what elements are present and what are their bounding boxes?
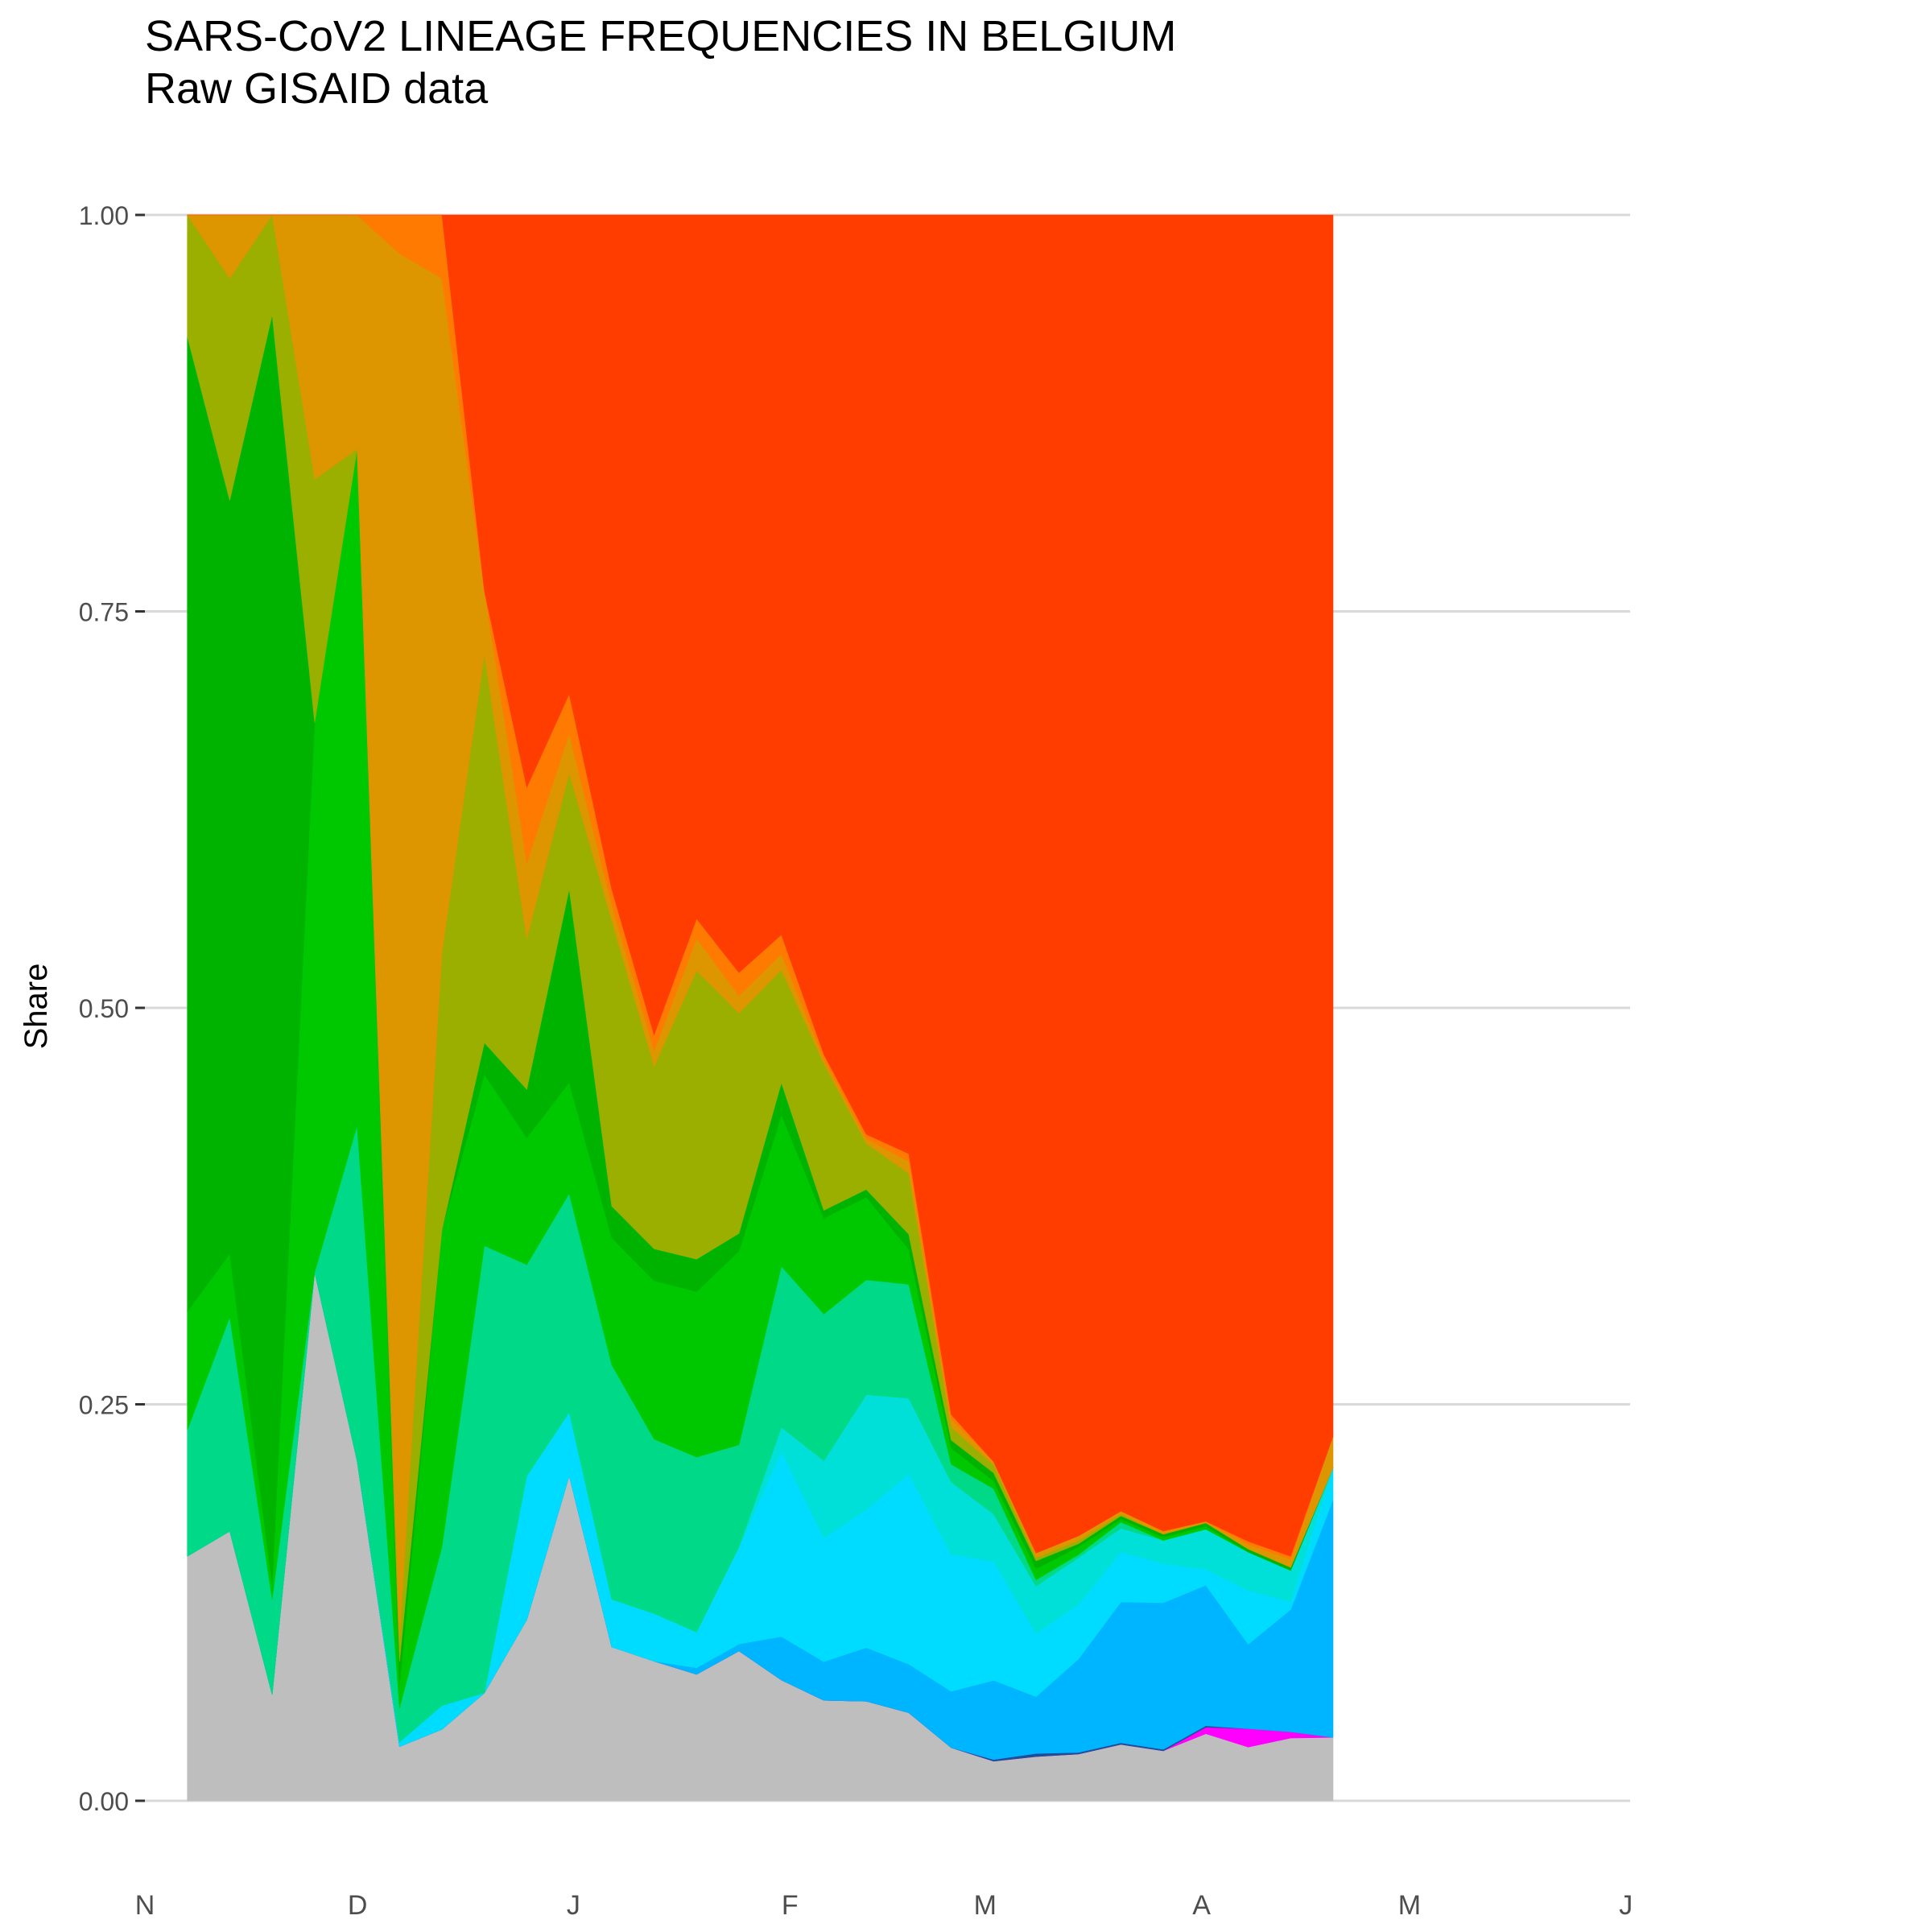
y-tick-label-0: 0.00 (79, 1787, 129, 1816)
stacked-areas (187, 214, 1334, 1802)
x-tick-label-3: F (782, 1890, 799, 1921)
x-tick-label-5: A (1192, 1890, 1211, 1921)
y-axis-title: Share (19, 964, 54, 1050)
x-tick-label-6: M (1398, 1890, 1421, 1921)
y-tick-label-4: 1.00 (79, 201, 129, 230)
y-axis: 0.00 0.25 0.50 0.75 1.00 (79, 201, 145, 1816)
x-tick-label-7: J (1619, 1890, 1633, 1921)
x-tick-label-2: J (567, 1890, 580, 1921)
chart-title: SARS-CoV2 LINEAGE FREQUENCIES IN BELGIUM (145, 12, 1176, 60)
x-tick-label-0: N (135, 1890, 155, 1921)
chart-subtitle: Raw GISAID data (145, 64, 489, 113)
y-tick-label-3: 0.75 (79, 598, 129, 627)
y-tick-label-1: 0.25 (79, 1391, 129, 1420)
x-tick-label-4: M (974, 1890, 997, 1921)
area-series-12 (187, 214, 1334, 1557)
y-tick-label-2: 0.50 (79, 994, 129, 1023)
x-tick-label-1: D (348, 1890, 368, 1921)
